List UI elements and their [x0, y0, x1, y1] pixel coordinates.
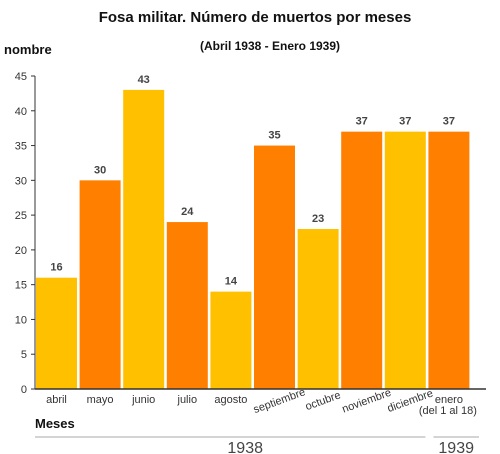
chart-subtitle: (Abril 1938 - Enero 1939)	[200, 39, 340, 53]
y-tick-label: 20	[15, 245, 27, 257]
bar	[297, 229, 339, 389]
y-tick-label: 15	[15, 280, 27, 292]
bar	[210, 291, 252, 389]
bar	[428, 131, 470, 389]
plot-area: 0 5 10 15 20 25 30 35 40 45 16 30 43 24 14 35 23 37 37 37 ab…	[15, 71, 486, 454]
x-axis-title: Meses	[35, 416, 75, 431]
data-label: 23	[312, 213, 324, 225]
data-label: 37	[399, 116, 411, 128]
chart-title: Fosa militar. Número de muertos por mese…	[99, 9, 412, 26]
y-tick-label: 0	[21, 384, 27, 396]
x-tick-label: enero	[435, 394, 463, 406]
bar	[123, 89, 165, 390]
bar	[166, 222, 208, 389]
data-label: 35	[268, 130, 280, 142]
x-tick-label: julio	[177, 394, 198, 406]
x-tick-label: abril	[46, 394, 67, 406]
y-tick-label: 30	[15, 175, 27, 187]
x-tick-label: agosto	[214, 394, 247, 406]
y-tick-label: 35	[15, 141, 27, 153]
data-label: 16	[50, 262, 62, 274]
y-tick-label: 45	[15, 71, 27, 83]
data-label: 24	[181, 206, 194, 218]
y-tick-label: 25	[15, 210, 27, 222]
bar	[254, 145, 295, 389]
year-group-label: 1938	[227, 440, 263, 454]
y-tick-label: 10	[15, 314, 27, 326]
x-tick-sublabel: (del 1 al 18)	[419, 405, 477, 417]
y-tick-label: 5	[21, 349, 27, 361]
y-tick-label: 40	[15, 106, 27, 118]
x-tick-label: mayo	[87, 394, 114, 406]
x-tick-label: septiembre	[252, 386, 307, 416]
x-tick-label: noviembre	[340, 387, 392, 416]
data-label: 43	[138, 74, 150, 86]
data-label: 37	[443, 116, 455, 128]
x-tick-label: octubre	[304, 389, 343, 413]
bar	[384, 131, 426, 389]
data-label: 14	[225, 276, 238, 288]
data-label: 30	[94, 164, 106, 176]
x-tick-label: junio	[131, 394, 155, 406]
year-group-label: 1939	[438, 440, 474, 454]
data-label: 37	[356, 116, 368, 128]
bar	[36, 277, 77, 389]
y-axis-title: nombre	[4, 42, 52, 57]
bar	[341, 131, 383, 389]
bar	[79, 180, 121, 389]
